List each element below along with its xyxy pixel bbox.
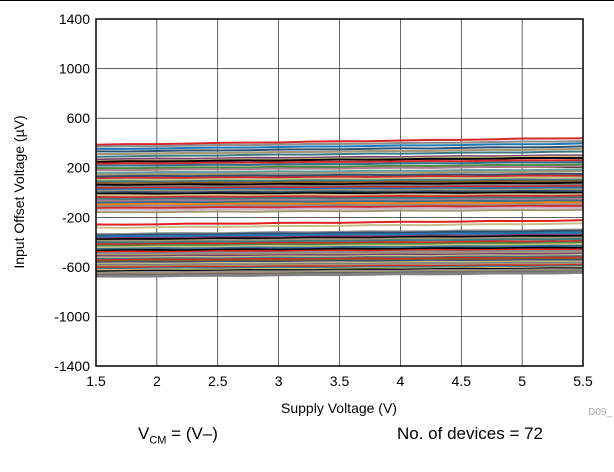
device-trace-35 bbox=[95, 204, 584, 210]
x-tick-label: 3 bbox=[275, 373, 283, 389]
device-trace-62 bbox=[95, 261, 584, 266]
y-tick-label: 200 bbox=[67, 160, 91, 176]
x-tick-label: 5.5 bbox=[573, 373, 593, 389]
device-trace-44 bbox=[95, 235, 584, 241]
device-trace-13 bbox=[95, 165, 584, 172]
device-trace-23 bbox=[95, 185, 584, 190]
device-count-note: No. of devices = 72 bbox=[397, 424, 544, 443]
device-trace-19 bbox=[95, 178, 584, 183]
device-trace-45 bbox=[95, 236, 584, 242]
device-trace-36 bbox=[95, 206, 584, 211]
device-trace-12 bbox=[95, 163, 584, 170]
y-axis-label: Input Offset Voltage (µV) bbox=[11, 115, 27, 268]
device-trace-21 bbox=[95, 181, 584, 187]
device-trace-34 bbox=[95, 203, 584, 208]
device-trace-24 bbox=[95, 186, 584, 191]
figure-code: D09_ bbox=[588, 407, 612, 418]
y-tick-label: 1000 bbox=[59, 61, 90, 77]
device-trace-50 bbox=[95, 244, 584, 251]
device-trace-31 bbox=[95, 197, 584, 202]
x-tick-label: 3.5 bbox=[330, 373, 350, 389]
device-trace-15 bbox=[95, 170, 584, 176]
device-trace-55 bbox=[95, 252, 584, 258]
device-trace-5 bbox=[95, 147, 584, 156]
device-trace-25 bbox=[95, 188, 584, 193]
device-trace-10 bbox=[95, 159, 584, 165]
device-trace-39 bbox=[95, 222, 584, 229]
device-trace-17 bbox=[95, 174, 584, 180]
device-trace-47 bbox=[95, 239, 584, 246]
device-trace-58 bbox=[95, 256, 584, 262]
device-trace-59 bbox=[95, 257, 584, 263]
y-tick-label: 600 bbox=[67, 110, 91, 126]
device-trace-40 bbox=[95, 228, 584, 236]
x-tick-label: 4 bbox=[396, 373, 404, 389]
device-trace-52 bbox=[95, 248, 584, 254]
vcm-subscript: CM bbox=[149, 434, 167, 447]
device-trace-63 bbox=[95, 262, 584, 268]
device-trace-26 bbox=[95, 189, 584, 194]
chart-notes: VCM = (V–) No. of devices = 72 bbox=[0, 424, 614, 464]
plot-frame bbox=[95, 18, 584, 367]
x-tick-label: 2 bbox=[153, 373, 161, 389]
device-trace-2 bbox=[95, 140, 584, 148]
device-trace-42 bbox=[95, 231, 584, 238]
device-trace-46 bbox=[95, 237, 584, 244]
device-trace-20 bbox=[95, 180, 584, 185]
vcm-note: VCM = (V–) bbox=[138, 424, 218, 446]
device-trace-22 bbox=[95, 183, 584, 188]
device-trace-72 bbox=[95, 271, 584, 278]
device-trace-7 bbox=[95, 154, 584, 161]
device-trace-48 bbox=[95, 241, 584, 247]
device-trace-33 bbox=[95, 201, 584, 206]
x-axis-label: Supply Voltage (V) bbox=[281, 400, 397, 416]
x-tick-label: 1.5 bbox=[86, 373, 106, 389]
x-tick-label: 5 bbox=[518, 373, 526, 389]
device-trace-51 bbox=[95, 246, 584, 252]
vcm-symbol: V bbox=[138, 424, 150, 443]
x-tick-labels: 1.5 2 2.5 3 3.5 4 4.5 5 5.5 bbox=[86, 373, 593, 389]
device-trace-37 bbox=[95, 208, 584, 214]
top-rule bbox=[0, 0, 614, 1]
device-trace-54 bbox=[95, 251, 584, 257]
device-trace-14 bbox=[95, 168, 584, 174]
x-tick-label: 4.5 bbox=[452, 373, 472, 389]
y-tick-label: 1400 bbox=[59, 11, 90, 27]
device-trace-53 bbox=[95, 249, 584, 255]
device-trace-11 bbox=[95, 161, 584, 167]
y-tick-label: -1400 bbox=[54, 358, 90, 374]
y-tick-labels: 1400 1000 600 200 -200 -600 -1000 -1400 bbox=[54, 11, 90, 374]
device-trace-57 bbox=[95, 255, 584, 260]
device-trace-49 bbox=[95, 243, 584, 249]
device-trace-64 bbox=[95, 263, 584, 269]
device-trace-60 bbox=[95, 259, 584, 264]
series-lines bbox=[95, 137, 584, 278]
x-tick-label: 2.5 bbox=[208, 373, 228, 389]
offset-voltage-chart: 1400 1000 600 200 -200 -600 -1000 -1400 1.5 2 2.5… bbox=[11, 11, 612, 418]
device-trace-3 bbox=[95, 142, 584, 150]
vcm-value: = (V–) bbox=[166, 424, 218, 443]
device-trace-4 bbox=[95, 145, 584, 153]
y-tick-label: -200 bbox=[62, 209, 90, 225]
device-trace-9 bbox=[95, 156, 584, 163]
device-trace-65 bbox=[95, 264, 584, 270]
device-trace-38 bbox=[95, 219, 584, 226]
device-trace-56 bbox=[95, 253, 584, 259]
y-tick-label: -1000 bbox=[54, 308, 90, 324]
device-trace-28 bbox=[95, 193, 584, 197]
device-trace-30 bbox=[95, 196, 584, 201]
device-trace-61 bbox=[95, 260, 584, 265]
device-trace-16 bbox=[95, 172, 584, 178]
device-trace-41 bbox=[95, 229, 584, 237]
device-trace-29 bbox=[95, 194, 584, 199]
device-trace-6 bbox=[95, 150, 584, 158]
device-trace-18 bbox=[95, 176, 584, 182]
device-trace-43 bbox=[95, 233, 584, 240]
y-tick-label: -600 bbox=[62, 259, 90, 275]
device-trace-27 bbox=[95, 191, 584, 196]
device-trace-32 bbox=[95, 199, 583, 204]
device-trace-1 bbox=[95, 137, 584, 146]
